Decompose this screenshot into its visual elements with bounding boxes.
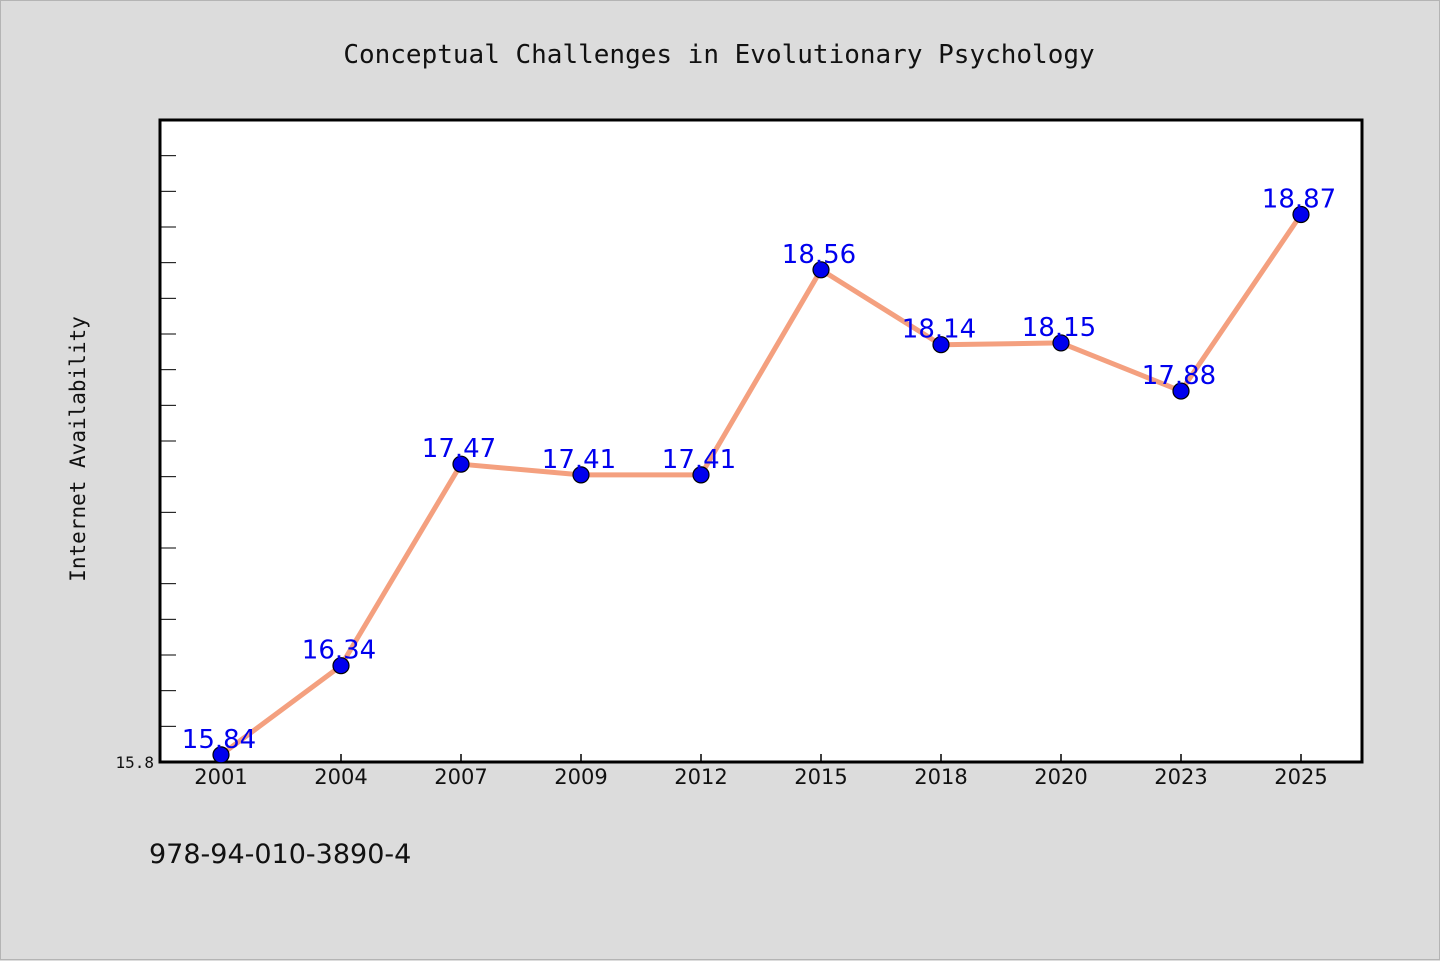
x-tick-label: 2018 — [914, 765, 967, 789]
data-label: 17.41 — [542, 445, 616, 475]
data-label: 16.34 — [302, 636, 376, 666]
series-line-segment — [1178, 212, 1304, 394]
series-line-segment — [338, 461, 464, 669]
data-point — [332, 657, 350, 675]
x-axis-ticks: 2001 2004 2007 2009 2012 2015 2018 2020 2023 2025 — [194, 754, 1328, 789]
data-label: 18.56 — [782, 240, 856, 270]
series-markers — [212, 205, 1310, 764]
y-axis-label: Internet Availability — [66, 316, 90, 582]
chart-title: Conceptual Challenges in Evolutionary Ps… — [343, 40, 1094, 70]
x-tick-label: 2007 — [434, 765, 487, 789]
x-tick-label: 2009 — [554, 765, 607, 789]
data-point — [812, 261, 830, 279]
series-line-segment — [698, 267, 824, 478]
y-axis-ticks: 15.8 — [115, 119, 176, 772]
x-tick-label: 2023 — [1154, 765, 1207, 789]
plot-area — [158, 118, 1364, 764]
data-point — [452, 455, 470, 473]
series-line-segment — [218, 663, 344, 758]
data-labels: 15.84 16.34 17.47 17.41 17.41 18.56 18.14 18.15… — [182, 185, 1336, 755]
series-line-segment — [938, 340, 1064, 348]
data-point — [1292, 205, 1310, 224]
y-tick-label: 15.8 — [115, 753, 154, 772]
data-point — [932, 336, 950, 354]
series-line-segment — [1058, 340, 1184, 394]
data-label: 18.87 — [1262, 185, 1336, 215]
data-label: 18.15 — [1022, 313, 1096, 343]
data-label: 17.88 — [1142, 361, 1216, 391]
x-tick-label: 2012 — [674, 765, 727, 789]
x-tick-label: 2001 — [194, 765, 247, 789]
series-lines — [218, 212, 1304, 758]
x-tick-label: 2025 — [1274, 765, 1327, 789]
data-point — [1172, 382, 1190, 400]
data-point — [212, 746, 230, 764]
footer-isbn: 978-94-010-3890-4 — [149, 839, 411, 870]
series-line-segment — [458, 461, 584, 478]
x-tick-label: 2004 — [314, 765, 367, 789]
data-point — [1052, 334, 1070, 352]
data-label: 17.41 — [662, 445, 736, 475]
data-label: 18.14 — [902, 315, 976, 345]
x-tick-label: 2020 — [1034, 765, 1087, 789]
data-label: 17.47 — [422, 434, 496, 464]
data-point — [692, 466, 710, 484]
data-point — [572, 466, 590, 484]
data-label: 15.84 — [182, 725, 256, 755]
series-line-segment — [818, 267, 944, 348]
x-tick-label: 2015 — [794, 765, 847, 789]
